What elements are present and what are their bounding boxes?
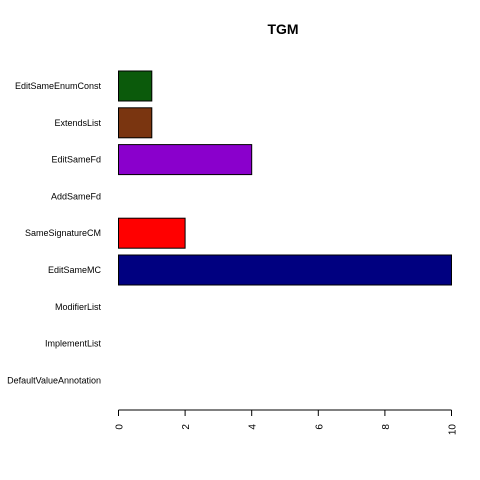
x-tick-label: 4 <box>248 424 259 430</box>
bar-EditSameFd <box>118 144 253 176</box>
x-tick-label: 0 <box>115 424 126 430</box>
x-tick-label: 8 <box>381 424 392 430</box>
category-label: ExtendsList <box>54 118 101 128</box>
category-label: ModifierList <box>55 302 102 312</box>
x-axis: 0 2 4 6 8 10 <box>115 409 459 436</box>
x-tick-label: 6 <box>314 424 325 430</box>
category-label: DefaultValueAnnotation <box>7 375 101 385</box>
bar-EditSameMC <box>118 254 452 286</box>
category-label: ImplementList <box>45 339 102 349</box>
bar-ExtendsList <box>118 107 153 139</box>
category-label: AddSameFd <box>51 191 101 201</box>
category-label: EditSameEnumConst <box>15 81 102 91</box>
category-labels-group: EditSameEnumConst ExtendsList EditSameFd Ad… <box>7 81 101 385</box>
category-label: EditSameMC <box>48 265 102 275</box>
bar-SameSignatureCM <box>118 217 186 249</box>
x-tick-label: 2 <box>181 424 192 430</box>
category-label: EditSameFd <box>51 155 101 165</box>
bar-EditSameEnumConst <box>118 70 153 102</box>
bars-group <box>118 70 452 286</box>
x-tick-label: 10 <box>448 424 459 436</box>
chart-title: TGM <box>267 21 298 37</box>
category-label: SameSignatureCM <box>25 228 101 238</box>
